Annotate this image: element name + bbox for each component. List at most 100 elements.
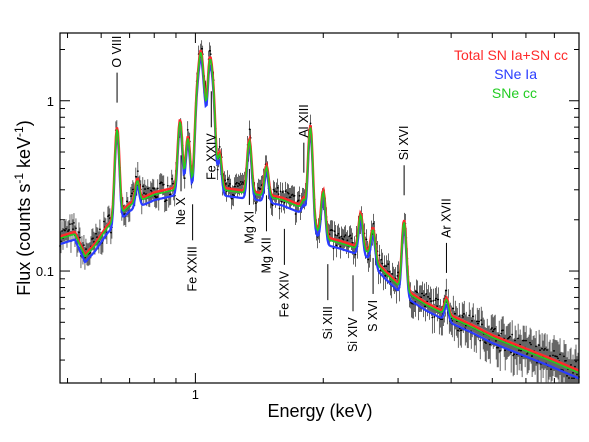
data-point (566, 374, 568, 377)
line-label-group: Si XIII (321, 264, 335, 339)
data-point (241, 181, 244, 184)
data-point (129, 195, 132, 198)
data-point (397, 271, 400, 274)
data-point (372, 222, 375, 225)
data-point (131, 188, 134, 191)
data-point (134, 175, 137, 178)
data-point (238, 184, 241, 186)
data-point (237, 182, 240, 185)
data-point (508, 336, 511, 339)
data-point (169, 193, 172, 196)
data-point (130, 192, 133, 195)
data-point (543, 349, 545, 351)
data-point (491, 327, 494, 329)
data-point (291, 193, 294, 196)
data-point (160, 181, 163, 184)
data-point (236, 185, 239, 188)
series-line-snia (59, 57, 580, 380)
data-point (572, 371, 574, 374)
legend-entry-total: Total SN Ia+SN cc (454, 47, 568, 63)
data-point (565, 359, 567, 362)
data-point (513, 353, 516, 356)
y-axis-title-mid: keV (14, 137, 34, 173)
data-point (277, 193, 280, 196)
data-point (452, 307, 455, 310)
line-label-group: Mg XI (242, 168, 256, 244)
data-point (298, 194, 301, 197)
data-point (425, 293, 428, 295)
line-label-text: Si XIV (346, 317, 360, 352)
data-point (240, 183, 243, 185)
data-point (73, 221, 75, 224)
data-point (575, 360, 577, 363)
data-point (477, 322, 480, 325)
data-point (335, 244, 338, 247)
data-point (171, 182, 174, 185)
data-point (343, 235, 346, 238)
data-point (108, 214, 110, 217)
line-label-text: Fe XXIV (277, 270, 291, 317)
data-point (287, 192, 290, 195)
y-axis-title: Flux (counts s-1 keV-1) (12, 120, 34, 295)
data-point (458, 315, 461, 317)
line-label-text: Si XVI (397, 126, 411, 161)
data-point (479, 339, 482, 342)
data-point (497, 346, 500, 349)
data-point (280, 200, 283, 203)
data-point (216, 168, 219, 171)
data-point (67, 230, 69, 233)
data-point (383, 265, 386, 268)
data-point (472, 315, 475, 318)
data-point (227, 185, 230, 187)
line-label-group: Fe XXIV (277, 228, 291, 317)
data-point (349, 234, 352, 237)
data-point (526, 353, 528, 355)
y-axis-title-main: Flux (counts s (14, 184, 34, 296)
data-point (481, 323, 484, 326)
data-point (72, 228, 74, 231)
data-point (273, 190, 276, 193)
data-point (431, 316, 434, 319)
data-point (153, 195, 156, 198)
data-point (489, 343, 492, 346)
data-point (224, 183, 227, 185)
data-point (235, 181, 238, 184)
data-point (125, 200, 128, 203)
data-point (424, 305, 427, 308)
data-point (279, 190, 282, 193)
data-point (338, 236, 341, 239)
data-point (254, 202, 257, 204)
y-axis-title-sup2: -1 (12, 126, 26, 137)
data-point (92, 237, 94, 240)
data-point (183, 177, 186, 180)
line-label-group: O VIII (110, 36, 124, 103)
data-point (518, 349, 521, 352)
data-point (509, 335, 512, 338)
data-point (340, 235, 343, 238)
data-point (200, 47, 203, 50)
data-point (367, 258, 370, 261)
data-point (230, 197, 233, 200)
data-point (309, 122, 312, 125)
data-point (78, 231, 80, 234)
data-point (379, 269, 382, 272)
data-point (535, 345, 537, 348)
line-label-group: Fe XXIII (186, 204, 200, 291)
data-point (333, 230, 336, 233)
data-point (170, 178, 173, 180)
data-point (378, 254, 381, 257)
data-point (460, 329, 463, 332)
y-tick-label: 1 (47, 94, 54, 109)
data-point (380, 258, 383, 261)
data-point (95, 232, 97, 235)
data-point (552, 354, 554, 357)
data-point (64, 229, 66, 232)
data-point (381, 262, 384, 265)
data-point (396, 275, 399, 277)
data-point (557, 357, 559, 360)
y-axis-title-sup1: -1 (12, 173, 26, 184)
line-label-group: Fe XXIV (204, 91, 218, 180)
data-point (218, 145, 221, 148)
legend: Total SN Ia+SN cc SNe Ia SNe cc (454, 47, 568, 101)
